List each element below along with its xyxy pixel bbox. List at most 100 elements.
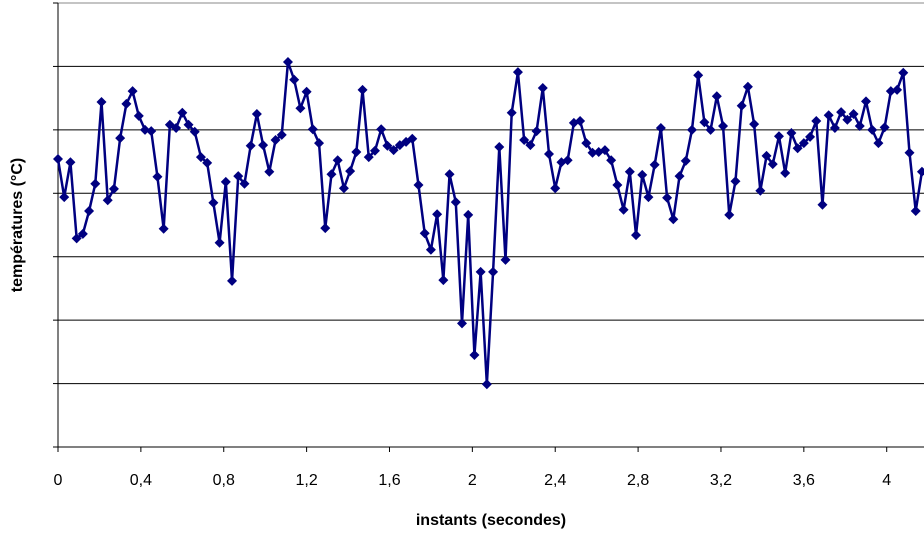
x-tick-label: 3,6 — [793, 472, 815, 489]
x-tick-label: 0,4 — [130, 472, 152, 489]
data-point — [469, 350, 480, 361]
x-tick-label: 2 — [468, 472, 477, 489]
data-point — [680, 155, 691, 166]
data-point — [643, 192, 654, 203]
data-point — [631, 230, 642, 241]
data-point — [258, 140, 269, 151]
data-point — [724, 209, 735, 220]
data-point — [413, 180, 424, 191]
data-point — [183, 119, 194, 130]
data-point — [711, 91, 722, 102]
data-point — [382, 140, 393, 151]
data-point — [488, 266, 499, 277]
data-point — [115, 133, 126, 144]
data-point — [301, 86, 312, 97]
data-point — [506, 107, 517, 118]
data-point — [879, 122, 890, 133]
data-point — [332, 155, 343, 166]
data-point — [699, 117, 710, 128]
data-point — [345, 166, 356, 177]
data-point — [792, 143, 803, 154]
data-point — [562, 155, 573, 166]
data-point — [463, 209, 474, 220]
data-point — [904, 147, 915, 158]
x-tick-label: 0 — [54, 472, 63, 489]
data-point — [84, 206, 95, 217]
data-point — [282, 56, 293, 67]
data-point — [363, 152, 374, 163]
data-point — [755, 185, 766, 196]
data-point — [829, 122, 840, 133]
data-point — [786, 128, 797, 139]
data-point — [674, 171, 685, 182]
data-point — [637, 169, 648, 180]
data-point — [575, 115, 586, 126]
data-point — [500, 254, 511, 265]
data-point — [860, 96, 871, 107]
data-point — [693, 70, 704, 81]
data-point — [456, 318, 467, 329]
data-point — [77, 228, 88, 239]
data-point — [432, 209, 443, 220]
data-point — [550, 183, 561, 194]
data-point — [898, 67, 909, 78]
data-point — [867, 124, 878, 135]
data-point — [53, 154, 63, 165]
data-point — [842, 114, 853, 125]
data-point — [910, 206, 921, 217]
data-point — [519, 135, 530, 146]
data-point — [811, 115, 822, 126]
data-point — [537, 82, 548, 93]
data-point — [817, 199, 828, 210]
data-point — [655, 122, 666, 133]
data-point — [102, 195, 113, 206]
data-point — [854, 121, 865, 132]
data-point — [171, 122, 182, 133]
x-axis-title: instants (secondes) — [416, 512, 566, 529]
data-point — [220, 176, 231, 187]
x-tick-label: 4 — [882, 472, 891, 489]
data-point — [749, 119, 760, 130]
data-point — [214, 237, 225, 248]
data-point — [599, 145, 610, 156]
data-point — [444, 169, 455, 180]
data-point — [773, 131, 784, 142]
data-point — [264, 166, 275, 177]
data-point — [133, 110, 144, 121]
data-point — [612, 180, 623, 191]
data-point — [662, 192, 673, 203]
data-point — [475, 266, 486, 277]
data-point — [798, 138, 809, 149]
data-point — [369, 145, 380, 156]
data-point — [289, 74, 300, 85]
data-point — [127, 86, 138, 97]
data-point — [823, 110, 834, 121]
data-point — [705, 124, 716, 135]
x-tick-label: 1,2 — [295, 472, 317, 489]
x-tick-label: 1,6 — [378, 472, 400, 489]
data-point — [742, 81, 753, 92]
x-tick-label: 2,4 — [544, 472, 566, 489]
data-point — [276, 129, 287, 140]
data-point — [587, 147, 598, 158]
data-point — [624, 166, 635, 177]
data-point — [848, 109, 859, 119]
data-point — [314, 138, 325, 149]
data-point — [239, 178, 250, 189]
data-point — [419, 228, 430, 239]
data-point — [338, 183, 349, 194]
x-tick-label: 3,2 — [710, 472, 732, 489]
data-point — [177, 107, 188, 118]
x-tick-label: 2,8 — [627, 472, 649, 489]
data-line — [56, 60, 924, 386]
data-point — [121, 98, 132, 109]
data-point — [805, 131, 816, 142]
data-point — [425, 244, 436, 255]
data-point — [512, 67, 523, 78]
data-point — [357, 84, 368, 95]
data-point — [307, 124, 318, 135]
data-point — [245, 140, 256, 151]
data-point — [686, 124, 697, 135]
data-point — [531, 126, 542, 137]
